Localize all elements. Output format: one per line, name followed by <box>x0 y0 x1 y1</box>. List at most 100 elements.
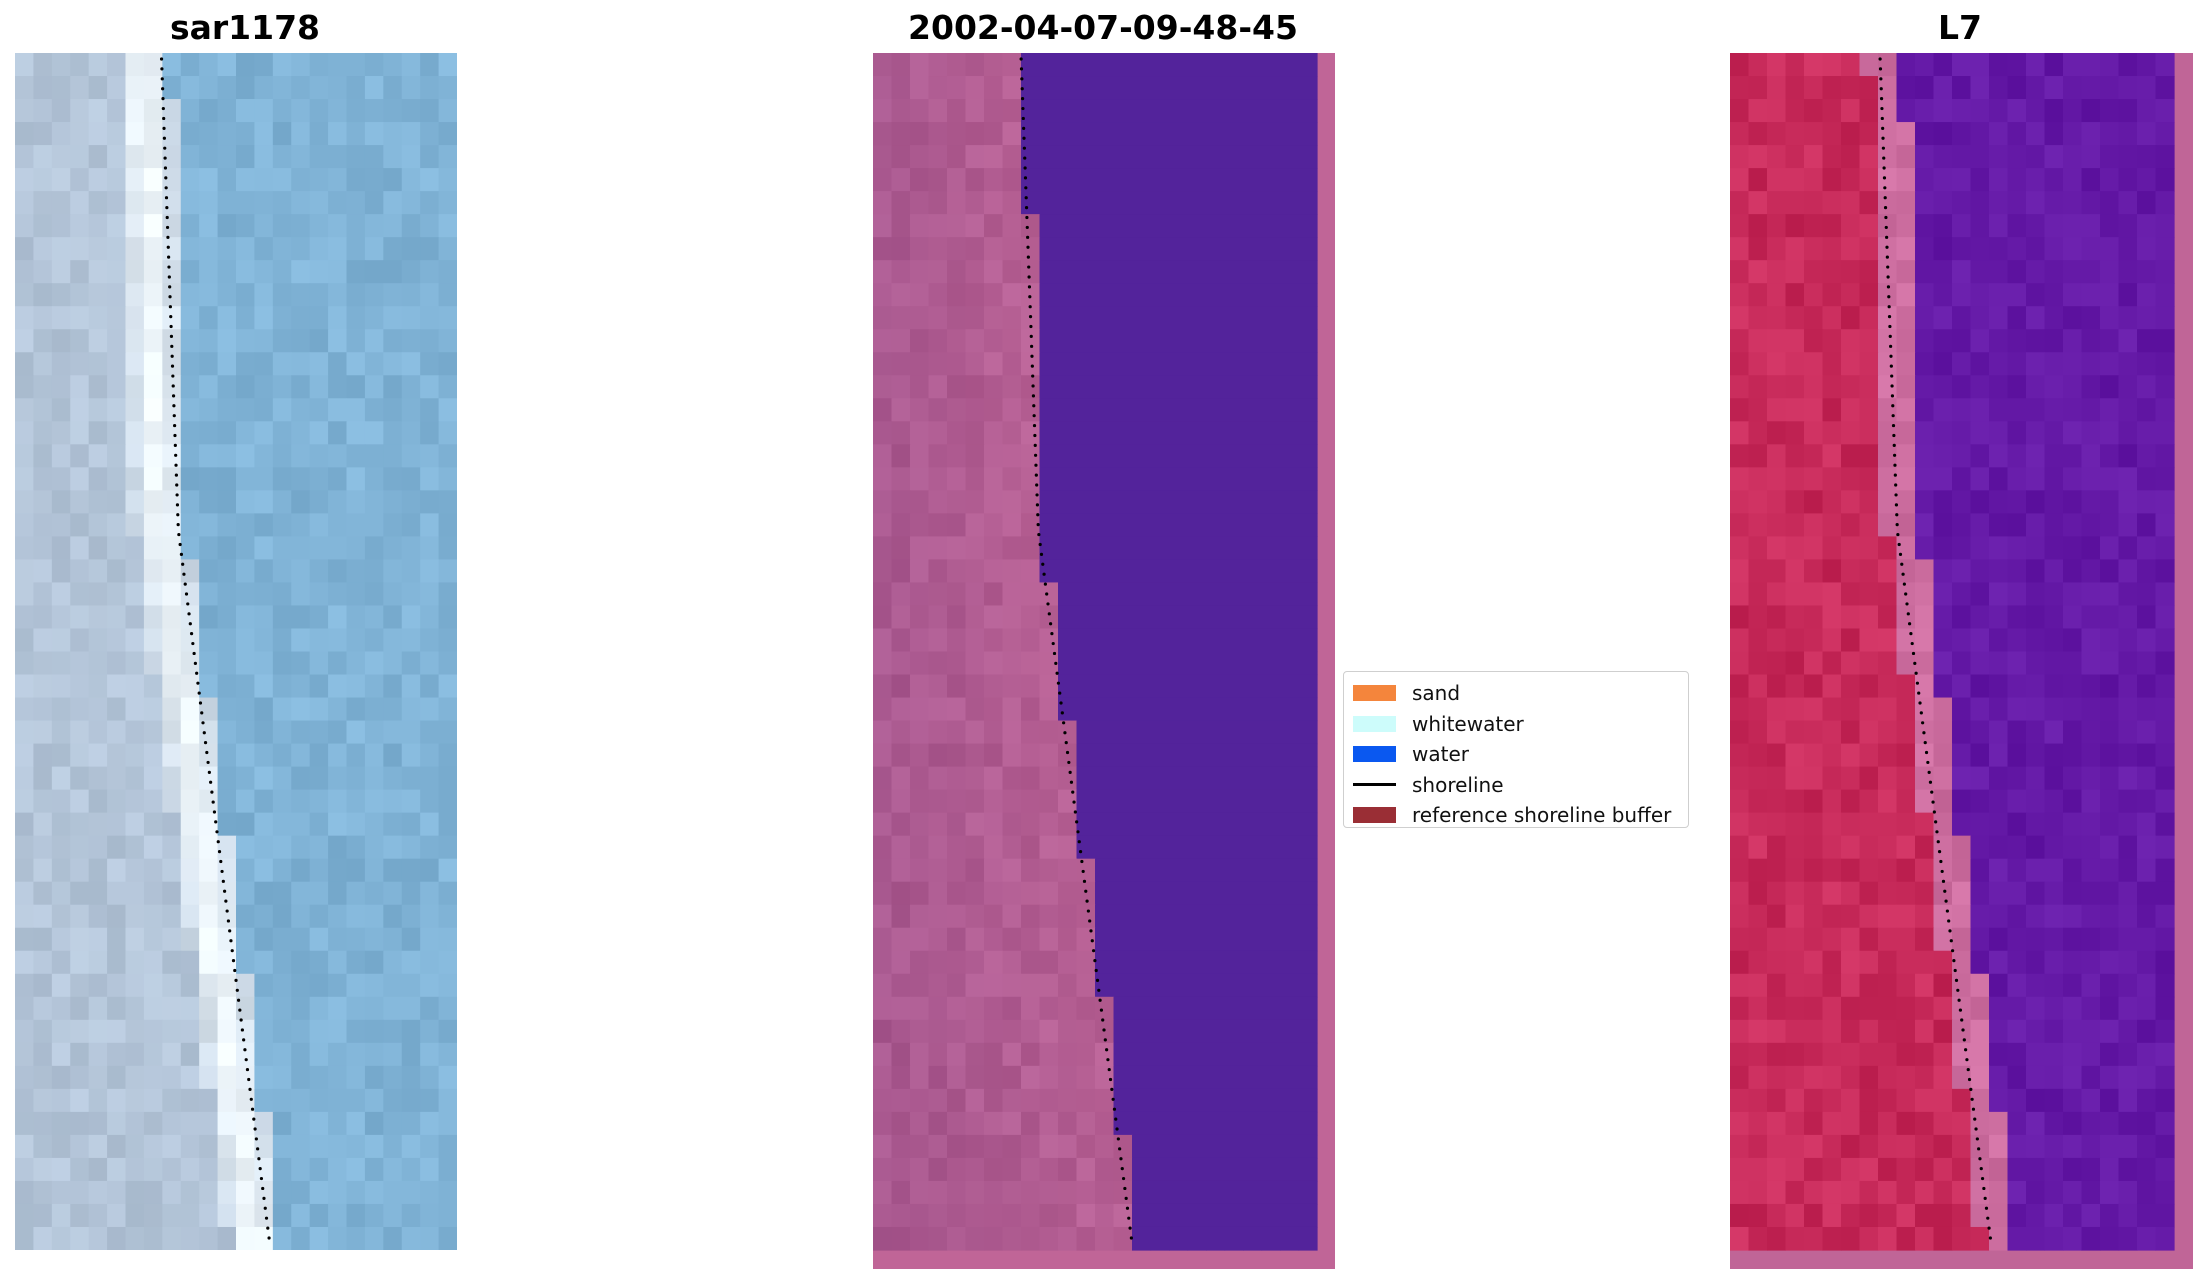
class-pixel <box>1132 559 1152 584</box>
image-pixel <box>254 513 274 538</box>
image-pixel <box>438 1042 457 1067</box>
image-pixel <box>254 1134 274 1159</box>
ndwi-pixel <box>1896 605 1916 630</box>
shoreline-point <box>216 840 220 844</box>
image-pixel <box>217 628 237 653</box>
image-pixel <box>383 1226 403 1250</box>
ndwi-pixel <box>2155 99 2175 123</box>
shoreline-point <box>1033 443 1037 447</box>
image-pixel <box>51 1065 71 1090</box>
image-pixel <box>88 398 108 422</box>
image-pixel <box>254 651 274 676</box>
ndwi-pixel <box>2044 214 2064 238</box>
image-pixel <box>217 697 237 722</box>
shoreline-point <box>1090 939 1094 943</box>
ndwi-pixel <box>1804 812 1824 837</box>
ndwi-pixel <box>2063 1134 2083 1159</box>
image-pixel <box>291 513 311 538</box>
ndwi-pixel <box>1748 398 1768 422</box>
ndwi-pixel <box>1730 835 1750 860</box>
image-pixel <box>420 904 440 929</box>
image-pixel <box>180 237 200 261</box>
ndwi-pixel <box>1841 927 1861 952</box>
class-pixel <box>873 812 893 837</box>
image-pixel <box>309 329 329 353</box>
ndwi-pixel <box>2063 789 2083 814</box>
image-pixel <box>199 283 219 307</box>
image-pixel <box>125 306 145 330</box>
class-pixel <box>1261 789 1281 814</box>
class-pixel <box>1021 743 1041 768</box>
ndwi-pixel <box>1804 99 1824 123</box>
class-pixel <box>984 283 1004 307</box>
image-pixel <box>438 1065 457 1090</box>
class-pixel <box>947 237 967 261</box>
ndwi-pixel <box>2026 697 2046 722</box>
ndwi-pixel <box>2026 559 2046 584</box>
image-pixel <box>125 628 145 653</box>
shoreline-point <box>243 1048 247 1052</box>
image-pixel <box>364 1111 384 1136</box>
shoreline-point <box>197 691 201 695</box>
shoreline-point <box>174 473 178 477</box>
ndwi-pixel <box>1952 1042 1972 1067</box>
shoreline-point <box>1077 840 1081 844</box>
ndwi-pixel <box>1952 812 1972 837</box>
image-pixel <box>143 145 163 169</box>
ndwi-pixel <box>1933 168 1953 192</box>
class-pixel <box>1187 237 1207 261</box>
ndwi-pixel <box>2100 996 2120 1021</box>
class-pixel <box>1113 697 1133 722</box>
class-pixel <box>1206 973 1226 998</box>
image-pixel <box>143 122 163 146</box>
ndwi-pixel <box>1933 513 1953 538</box>
image-pixel <box>272 283 292 307</box>
shoreline-point <box>1080 859 1084 864</box>
class-pixel <box>965 1065 985 1090</box>
ndwi-pixel <box>1896 513 1916 538</box>
image-pixel <box>346 743 366 768</box>
ndwi-pixel <box>2063 743 2083 768</box>
ndwi-pixel <box>1896 1226 1916 1251</box>
ndwi-pixel <box>1730 490 1750 514</box>
image-pixel <box>346 881 366 906</box>
ndwi-pixel <box>1822 927 1842 952</box>
ndwi-pixel <box>2026 950 2046 975</box>
class-pixel <box>1058 835 1078 860</box>
image-pixel <box>125 283 145 307</box>
image-pixel <box>420 651 440 676</box>
image-pixel <box>180 1111 200 1136</box>
class-pixel <box>891 421 911 445</box>
class-pixel <box>1261 375 1281 399</box>
ndwi-pixel <box>2007 904 2027 929</box>
ndwi-pixel <box>1989 1180 2009 1205</box>
ndwi-pixel <box>2155 283 2175 307</box>
ndwi-pixel <box>2026 490 2046 514</box>
image-pixel <box>438 191 457 215</box>
image-pixel <box>383 536 403 561</box>
class-pixel <box>928 674 948 699</box>
ndwi-pixel <box>1970 628 1990 653</box>
ndwi-pixel <box>2118 260 2138 284</box>
class-pixel <box>984 743 1004 768</box>
image-pixel <box>420 76 440 100</box>
image-pixel <box>180 789 200 814</box>
ndwi-pixel <box>2007 99 2027 123</box>
class-pixel <box>1076 444 1096 468</box>
class-pixel <box>984 789 1004 814</box>
ndwi-pixel <box>1970 214 1990 238</box>
image-pixel <box>383 651 403 676</box>
ndwi-pixel <box>2007 306 2027 330</box>
ndwi-pixel <box>2063 1065 2083 1090</box>
class-pixel <box>1076 1088 1096 1113</box>
ndwi-pixel <box>1989 191 2009 215</box>
class-pixel <box>1261 53 1281 77</box>
image-pixel <box>199 260 219 284</box>
image-pixel <box>217 743 237 768</box>
image-pixel <box>33 1042 53 1067</box>
image-pixel <box>309 950 329 975</box>
ndwi-pixel <box>1970 1019 1990 1044</box>
image-pixel <box>51 99 71 123</box>
shoreline-point <box>1971 1107 1976 1111</box>
class-pixel <box>910 559 930 584</box>
